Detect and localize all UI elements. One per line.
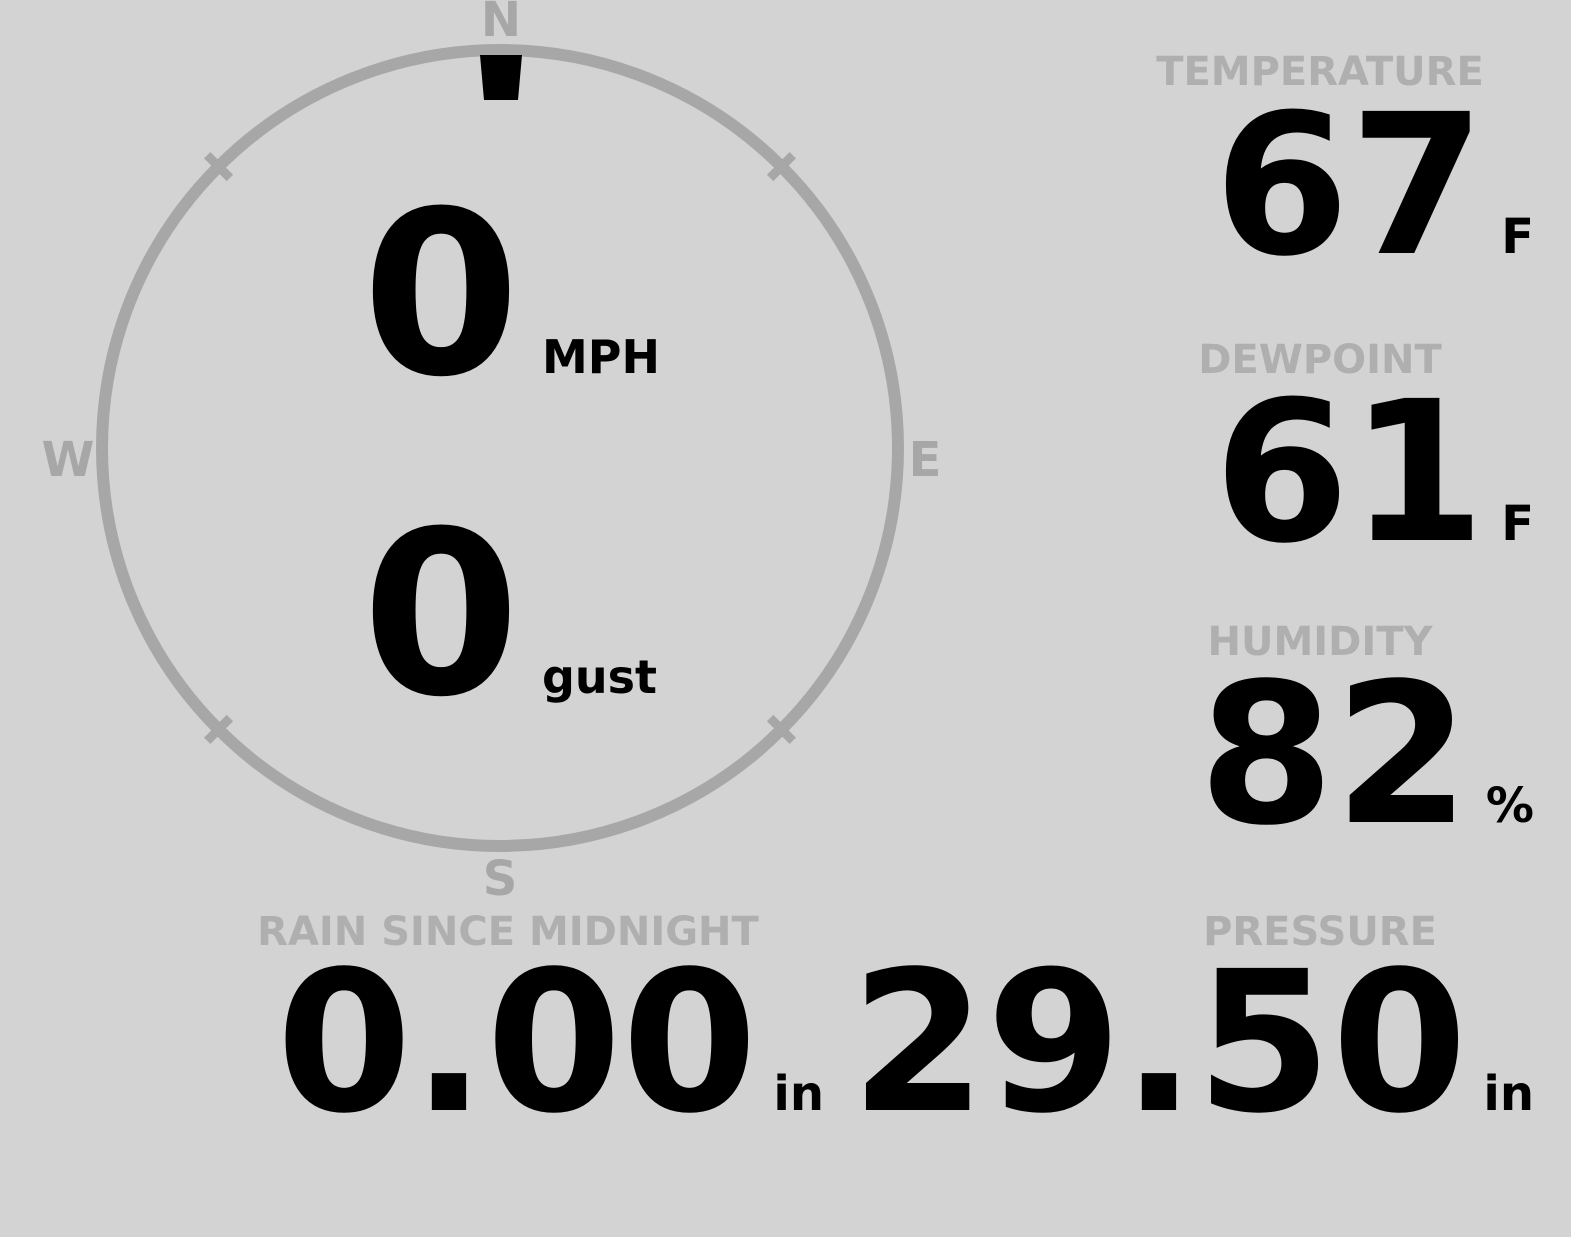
compass-tick-nw-icon <box>204 152 234 182</box>
compass-tick-se-icon <box>766 714 796 744</box>
dewpoint-value: 61 <box>1213 359 1486 586</box>
temperature-value: 67 <box>1213 72 1486 299</box>
humidity-unit: % <box>1485 778 1534 834</box>
compass-tick-sw-icon <box>204 714 234 744</box>
compass-label-east: E <box>908 432 942 488</box>
wind-speed-reading: 0 MPH <box>362 181 660 408</box>
dewpoint-reading: 61 F <box>1100 375 1540 570</box>
pressure-label: PRESSURE <box>1203 909 1437 955</box>
humidity-reading: 82 % <box>1100 657 1540 852</box>
wind-speed-unit: MPH <box>541 330 660 384</box>
rain-reading: 0.00 in <box>0 945 830 1140</box>
wind-direction-marker-icon <box>480 55 522 100</box>
temperature-reading: 67 F <box>1100 88 1540 283</box>
humidity-label: HUMIDITY <box>1207 619 1433 665</box>
compass-label-west: W <box>41 432 95 488</box>
pressure-value: 29.50 <box>850 929 1468 1156</box>
compass-tick-ne-icon <box>766 152 796 182</box>
temperature-label: TEMPERATURE <box>1156 49 1484 95</box>
rain-label: RAIN SINCE MIDNIGHT <box>257 909 759 955</box>
wind-speed-value: 0 <box>362 162 520 427</box>
dewpoint-label: DEWPOINT <box>1198 337 1442 383</box>
compass-label-north: N <box>480 0 522 48</box>
rain-value: 0.00 <box>276 929 758 1156</box>
compass-ring <box>96 44 904 852</box>
wind-gust-reading: 0 gust <box>362 501 657 728</box>
compass-label-south: S <box>482 851 518 907</box>
humidity-value: 82 <box>1198 641 1470 868</box>
wind-gust-value: 0 <box>362 482 520 747</box>
rain-unit: in <box>773 1066 824 1122</box>
dewpoint-unit: F <box>1501 496 1534 552</box>
temperature-unit: F <box>1501 209 1534 265</box>
wind-gust-unit: gust <box>541 650 657 704</box>
pressure-reading: 29.50 in <box>851 945 1540 1140</box>
pressure-unit: in <box>1483 1066 1534 1122</box>
